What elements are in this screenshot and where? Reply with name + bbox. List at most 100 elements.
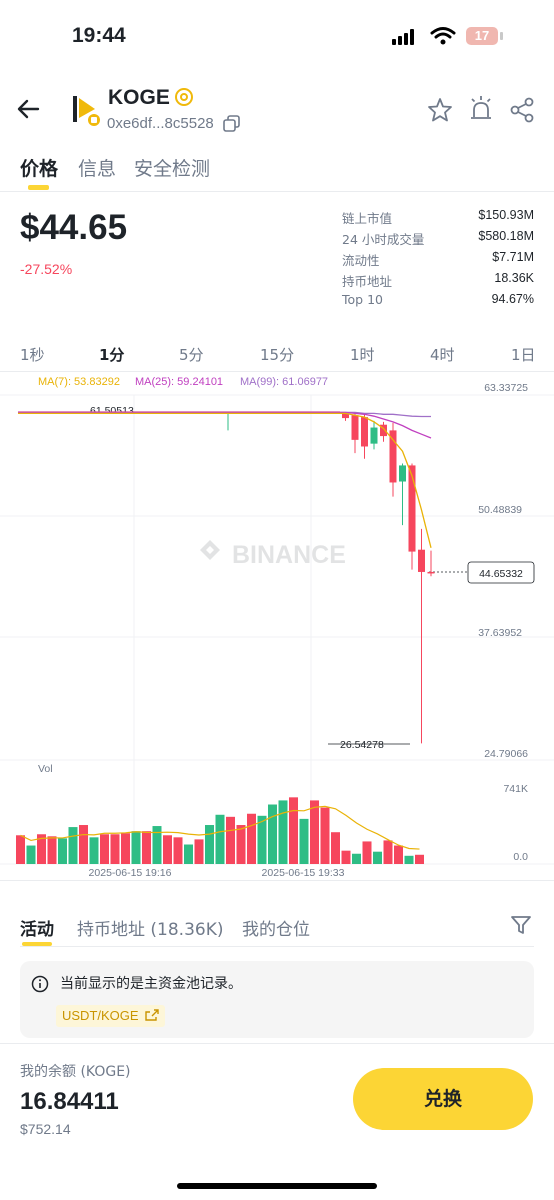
timeframe-1h[interactable]: 1时 xyxy=(350,346,375,364)
chart-bottom-divider xyxy=(0,880,554,881)
volume-bar xyxy=(79,825,88,864)
swap-button[interactable]: 兑换 xyxy=(353,1068,533,1130)
status-time: 19:44 xyxy=(72,24,126,47)
volume-bar xyxy=(26,845,36,864)
ma25-legend: MA(25): 59.24101 xyxy=(135,376,224,388)
pool-pair-link[interactable]: USDT/KOGE xyxy=(56,1005,166,1027)
current-price-tag xyxy=(467,561,535,584)
volume-bar xyxy=(320,807,330,864)
timeframe-1m[interactable]: 1分 xyxy=(99,346,125,364)
pool-notice: 当前显示的是主资金池记录。 USDT/KOGE xyxy=(20,961,534,1038)
volume-bar xyxy=(152,826,162,864)
volume-bar xyxy=(289,797,298,864)
volume-label: Vol xyxy=(38,763,53,775)
volume-bar xyxy=(352,853,361,864)
stat-value-volume: $580.18M xyxy=(478,229,534,243)
tabs-divider xyxy=(0,191,554,192)
price-axis-label-3: 37.63952 xyxy=(478,627,522,639)
stat-label-volume: 24 小时成交量 xyxy=(342,232,425,247)
tab-price[interactable]: 价格 xyxy=(20,158,59,180)
timeframe-4h[interactable]: 4时 xyxy=(430,346,455,364)
pool-pair-label: USDT/KOGE xyxy=(62,1008,139,1023)
ma25-line xyxy=(18,411,432,439)
timeframe-15m[interactable]: 15分 xyxy=(260,346,295,364)
volume-bar xyxy=(236,825,246,864)
candle xyxy=(399,465,406,482)
high-price-label: 61.50513 xyxy=(90,405,134,417)
token-name: KOGE xyxy=(108,86,170,109)
volume-bar xyxy=(131,831,141,864)
volume-bar xyxy=(362,841,372,864)
volume-bar xyxy=(226,816,235,864)
stat-label-top10: Top 10 xyxy=(342,292,383,307)
time-axis-label-1: 2025-06-15 19:16 xyxy=(89,867,172,879)
tab-security-check[interactable]: 安全检测 xyxy=(134,158,211,180)
candle xyxy=(380,424,387,437)
stat-value-market-cap: $150.93M xyxy=(478,208,534,222)
external-link-icon xyxy=(145,1009,159,1021)
candle xyxy=(370,427,378,444)
price-axis-label-2: 50.48839 xyxy=(478,504,522,516)
low-price-label: 26.54278 xyxy=(340,739,384,751)
watermark-text: BINANCE xyxy=(232,541,346,569)
volume-bar xyxy=(404,855,414,864)
favorite-star-icon[interactable] xyxy=(427,97,453,123)
battery-icon: 17 xyxy=(466,27,498,45)
price-alert-icon[interactable] xyxy=(468,95,494,123)
bottom-divider xyxy=(0,1043,554,1044)
cellular-signal-icon xyxy=(392,29,414,45)
current-price: $44.65 xyxy=(20,208,128,247)
candle xyxy=(389,430,397,483)
stat-value-liquidity: $7.71M xyxy=(492,250,534,264)
volume-axis-zero: 0.0 xyxy=(513,851,528,863)
tab-activity[interactable]: 活动 xyxy=(20,920,54,940)
candle xyxy=(408,465,416,552)
notice-text: 当前显示的是主资金池记录。 xyxy=(60,976,242,992)
candle xyxy=(361,417,368,447)
stat-value-holders: 18.36K xyxy=(494,271,534,285)
volume-bar xyxy=(341,850,351,864)
volume-bar xyxy=(268,804,277,864)
timeframe-divider xyxy=(0,371,554,372)
volume-bar xyxy=(247,813,256,864)
copy-icon[interactable] xyxy=(223,115,241,133)
wifi-icon xyxy=(430,27,456,45)
tab-holders[interactable]: 持币地址 (18.36K) xyxy=(77,920,224,940)
tab-info[interactable]: 信息 xyxy=(78,158,117,180)
share-icon[interactable] xyxy=(509,97,535,123)
candle xyxy=(427,571,435,574)
volume-bar xyxy=(394,845,403,864)
volume-bar xyxy=(310,800,319,864)
timeframe-5m[interactable]: 5分 xyxy=(179,346,204,364)
time-axis-label-2: 2025-06-15 19:33 xyxy=(262,867,345,879)
volume-bar xyxy=(47,836,57,864)
balance-usd-value: $752.14 xyxy=(20,1121,71,1137)
battery-level: 17 xyxy=(474,28,490,43)
candle xyxy=(418,549,425,572)
back-arrow-icon[interactable] xyxy=(16,96,42,122)
volume-bar xyxy=(37,834,46,864)
price-chart[interactable]: BINANCE 63.33725 50.48839 37.63952 24.79… xyxy=(0,372,554,880)
volume-bar xyxy=(257,815,267,864)
volume-bar xyxy=(142,831,151,864)
volume-bar xyxy=(100,834,109,864)
current-price-tag-label: 44.65332 xyxy=(479,568,523,580)
candle xyxy=(342,413,349,419)
tab-my-positions[interactable]: 我的仓位 xyxy=(242,920,310,940)
volume-bar xyxy=(205,825,214,864)
volume-bar xyxy=(215,814,225,864)
stat-label-market-cap: 链上市值 xyxy=(342,211,393,226)
volume-bar xyxy=(89,837,99,864)
token-logo-icon xyxy=(73,96,100,126)
verified-badge-icon xyxy=(175,88,193,106)
activity-tabs-divider xyxy=(20,946,534,947)
timeframe-1d[interactable]: 1日 xyxy=(511,346,536,364)
timeframe-1s[interactable]: 1秒 xyxy=(20,346,45,364)
volume-bar xyxy=(173,837,183,864)
volume-bar xyxy=(58,838,67,864)
balance-value: 16.84411 xyxy=(20,1088,119,1115)
ma99-legend: MA(99): 61.06977 xyxy=(240,376,329,388)
chart-gridlines xyxy=(0,394,554,865)
volume-bar xyxy=(278,800,288,864)
filter-icon[interactable] xyxy=(510,914,532,936)
